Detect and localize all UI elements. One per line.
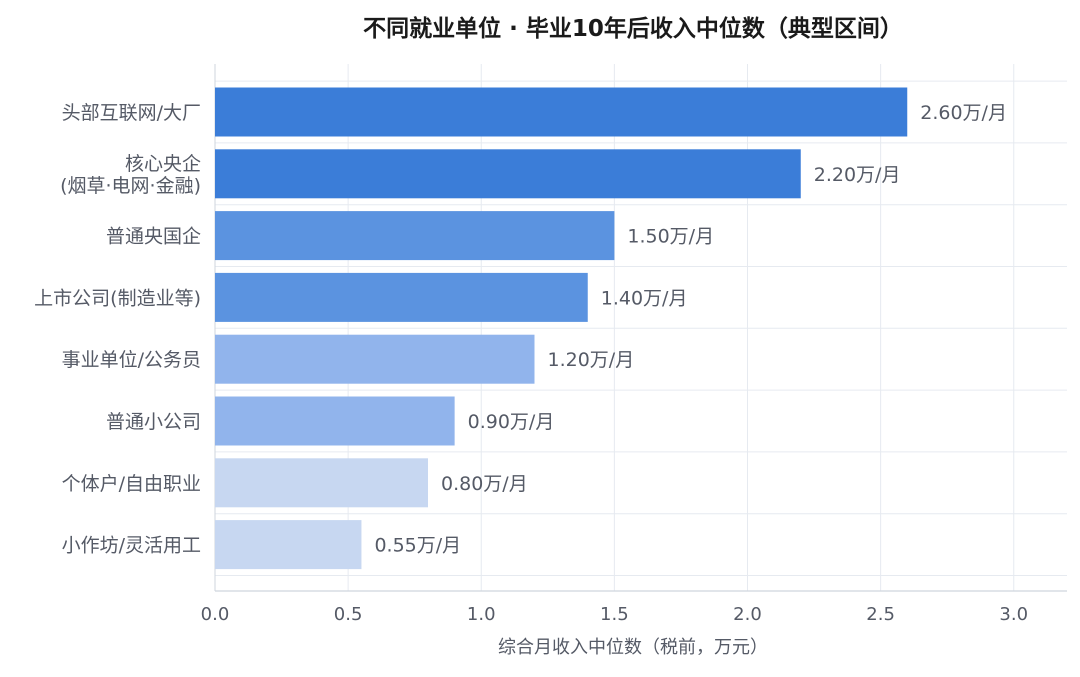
- bar: [215, 87, 908, 137]
- category-label: 普通央国企: [106, 226, 201, 248]
- category-label: 个体户/自由职业: [62, 473, 201, 495]
- bar: [215, 396, 455, 446]
- category-label: 上市公司(制造业等): [34, 287, 201, 309]
- x-tick-label: 3.0: [999, 604, 1028, 625]
- x-tick-label: 0.5: [334, 604, 363, 625]
- bar: [215, 149, 801, 199]
- category-label: 普通小公司: [106, 411, 201, 433]
- value-label: 2.60万/月: [920, 102, 1007, 124]
- bar: [215, 520, 362, 570]
- grid-lines: [214, 64, 1067, 591]
- bar: [215, 272, 588, 322]
- chart-title: 不同就业单位 · 毕业10年后收入中位数（典型区间）: [363, 15, 903, 42]
- value-label: 1.40万/月: [601, 287, 688, 309]
- value-label: 0.90万/月: [468, 411, 555, 433]
- bars: [215, 87, 908, 570]
- category-label: 小作坊/灵活用工: [62, 535, 201, 557]
- x-tick-label: 2.5: [866, 604, 895, 625]
- bar: [215, 334, 535, 384]
- value-labels: 2.60万/月 2.20万/月 1.50万/月 1.40万/月 1.20万/月 0.90万…: [374, 102, 1007, 557]
- category-label: 事业单位/公务员: [62, 349, 201, 371]
- x-tick-label: 1.5: [600, 604, 629, 625]
- value-label: 1.20万/月: [548, 349, 635, 371]
- category-label: 核心央企: [125, 153, 201, 175]
- value-label: 2.20万/月: [814, 164, 901, 186]
- category-label: (烟草·电网·金融): [60, 175, 201, 197]
- category-label: 头部互联网/大厂: [62, 102, 201, 124]
- x-tick-label: 2.0: [733, 604, 762, 625]
- x-axis-label: 综合月收入中位数（税前，万元）: [498, 637, 768, 658]
- x-tick-label: 0.0: [201, 604, 230, 625]
- value-label: 1.50万/月: [627, 226, 714, 248]
- bar: [215, 458, 428, 508]
- value-label: 0.55万/月: [374, 535, 461, 557]
- bar: [215, 211, 615, 261]
- x-tick-labels: 0.0 0.5 1.0 1.5 2.0 2.5 3.0: [201, 604, 1028, 625]
- x-tick-label: 1.0: [467, 604, 496, 625]
- value-label: 0.80万/月: [441, 473, 528, 495]
